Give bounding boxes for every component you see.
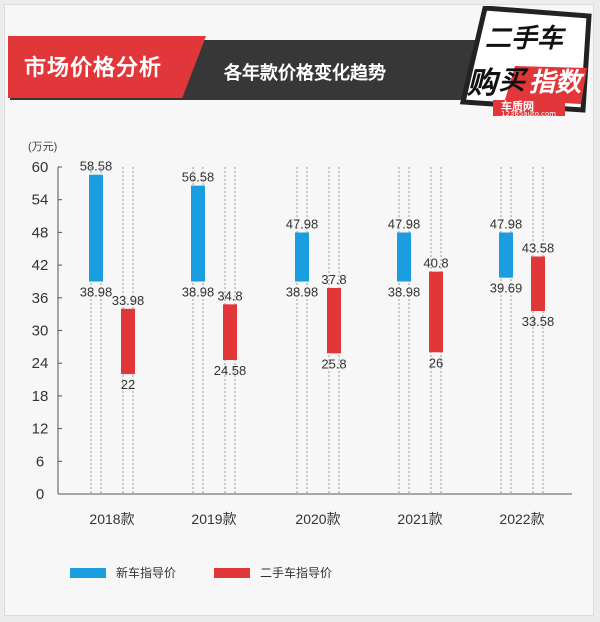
used-car-price-bar bbox=[531, 256, 545, 311]
used-car-low-label: 22 bbox=[121, 377, 135, 392]
logo-url: 12365auto.com bbox=[501, 110, 557, 118]
x-tick-label: 2018款 bbox=[89, 511, 134, 527]
new-car-price-bar bbox=[89, 174, 103, 282]
used-car-low-label: 24.58 bbox=[214, 363, 247, 378]
new-car-low-label: 38.98 bbox=[80, 285, 113, 300]
used-car-price-bar bbox=[327, 287, 341, 354]
used-car-high-label: 43.58 bbox=[522, 240, 555, 255]
page-subtitle: 各年款价格变化趋势 bbox=[224, 63, 386, 83]
used-car-high-label: 33.98 bbox=[112, 293, 145, 308]
x-tick-label: 2022款 bbox=[499, 511, 544, 527]
logo-brand: 车质网 bbox=[501, 100, 534, 113]
new-car-high-label: 58.58 bbox=[80, 159, 113, 174]
new-car-high-label: 47.98 bbox=[388, 217, 421, 232]
legend-swatch-new-car bbox=[70, 568, 106, 578]
new-car-price-bar bbox=[397, 232, 411, 282]
y-tick-label: 42 bbox=[32, 257, 49, 274]
used-car-price-bar bbox=[429, 271, 443, 353]
new-car-low-label: 38.98 bbox=[388, 285, 421, 300]
new-car-low-label: 38.98 bbox=[286, 285, 319, 300]
used-car-low-label: 26 bbox=[429, 355, 443, 370]
used-car-low-label: 25.8 bbox=[321, 356, 346, 371]
used-car-index-logo: 二手车 购 买 指数 车质网 12365auto.com bbox=[455, 5, 595, 128]
used-car-high-label: 37.8 bbox=[321, 272, 346, 287]
page-title: 市场价格分析 bbox=[24, 55, 163, 80]
x-tick-label: 2021款 bbox=[397, 511, 442, 527]
logo-char-gou: 购 bbox=[467, 66, 497, 101]
y-tick-label: 54 bbox=[32, 192, 49, 209]
y-tick-label: 30 bbox=[32, 323, 49, 340]
header-accent bbox=[8, 36, 206, 98]
new-car-high-label: 47.98 bbox=[490, 217, 523, 232]
used-car-price-bar bbox=[121, 308, 135, 375]
new-car-high-label: 47.98 bbox=[286, 217, 319, 232]
logo-graphic bbox=[459, 5, 592, 116]
used-car-low-label: 33.58 bbox=[522, 314, 555, 329]
y-tick-label: 24 bbox=[32, 355, 49, 372]
new-car-price-bar bbox=[499, 232, 513, 278]
y-tick-label: 12 bbox=[32, 421, 49, 438]
legend-label-new-car: 新车指导价 bbox=[116, 566, 177, 580]
used-car-price-bar bbox=[223, 304, 237, 361]
legend-swatch-used-car bbox=[214, 568, 250, 578]
y-tick-label: 36 bbox=[32, 290, 49, 307]
used-car-high-label: 34.8 bbox=[217, 288, 242, 303]
y-tick-label: 60 bbox=[32, 159, 49, 176]
new-car-price-bar bbox=[295, 232, 309, 282]
y-tick-label: 6 bbox=[36, 453, 44, 470]
y-axis-unit-label: (万元) bbox=[28, 141, 57, 153]
logo-char-zhishu: 指数 bbox=[529, 68, 582, 98]
logo-char-mai: 买 bbox=[499, 66, 526, 96]
legend-label-used-car: 二手车指导价 bbox=[260, 566, 333, 580]
y-tick-label: 48 bbox=[32, 224, 49, 241]
new-car-low-label: 38.98 bbox=[182, 285, 215, 300]
used-car-high-label: 40.8 bbox=[423, 256, 448, 271]
logo-line1: 二手车 bbox=[485, 24, 564, 54]
y-tick-label: 0 bbox=[36, 486, 44, 503]
x-tick-label: 2020款 bbox=[295, 511, 340, 527]
new-car-high-label: 56.58 bbox=[182, 170, 215, 185]
new-car-price-bar bbox=[191, 185, 205, 282]
x-tick-label: 2019款 bbox=[191, 511, 236, 527]
y-tick-label: 18 bbox=[32, 388, 49, 405]
new-car-low-label: 39.69 bbox=[490, 281, 523, 296]
